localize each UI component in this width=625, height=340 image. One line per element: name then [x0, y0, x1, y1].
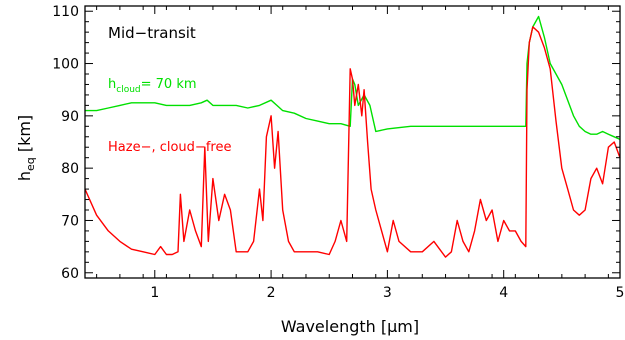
- x-tick-label: 1: [150, 285, 159, 301]
- y-axis-label-main: h: [15, 171, 34, 181]
- x-tick-label: 2: [267, 285, 276, 301]
- x-axis-label: Wavelength [μm]: [281, 317, 419, 336]
- x-tick-label: 3: [383, 285, 392, 301]
- y-tick-label: 70: [61, 213, 79, 229]
- x-tick-label: 4: [499, 285, 508, 301]
- haze-label: Haze−, cloud−free: [108, 140, 231, 155]
- x-tick-label: 5: [616, 285, 625, 301]
- y-tick-label: 60: [61, 266, 79, 282]
- y-tick-label: 90: [61, 109, 79, 125]
- plot-frame: [84, 5, 621, 279]
- series-layer: [84, 15, 621, 258]
- cloud-label: hcloud= 70 km: [108, 77, 197, 95]
- cloud-label-sub: cloud: [116, 85, 140, 95]
- y-tick-label: 80: [61, 161, 79, 177]
- y-axis-label-sub: eq: [24, 157, 37, 171]
- y-tick-label: 110: [52, 4, 79, 20]
- x-axis-label-main: Wavelength: [281, 317, 376, 336]
- x-axis-label-unit: [μm]: [381, 317, 419, 336]
- cloud-label-main: h: [108, 77, 116, 92]
- panel-label: Mid−transit: [108, 24, 196, 42]
- y-axis-label-unit: [km]: [15, 115, 34, 152]
- y-tick-label: 100: [52, 57, 79, 73]
- y-axis-label: heq [km]: [15, 115, 37, 181]
- series-line-1: [84, 26, 621, 258]
- series-line-0: [85, 15, 621, 141]
- cloud-label-value: = 70 km: [141, 77, 197, 92]
